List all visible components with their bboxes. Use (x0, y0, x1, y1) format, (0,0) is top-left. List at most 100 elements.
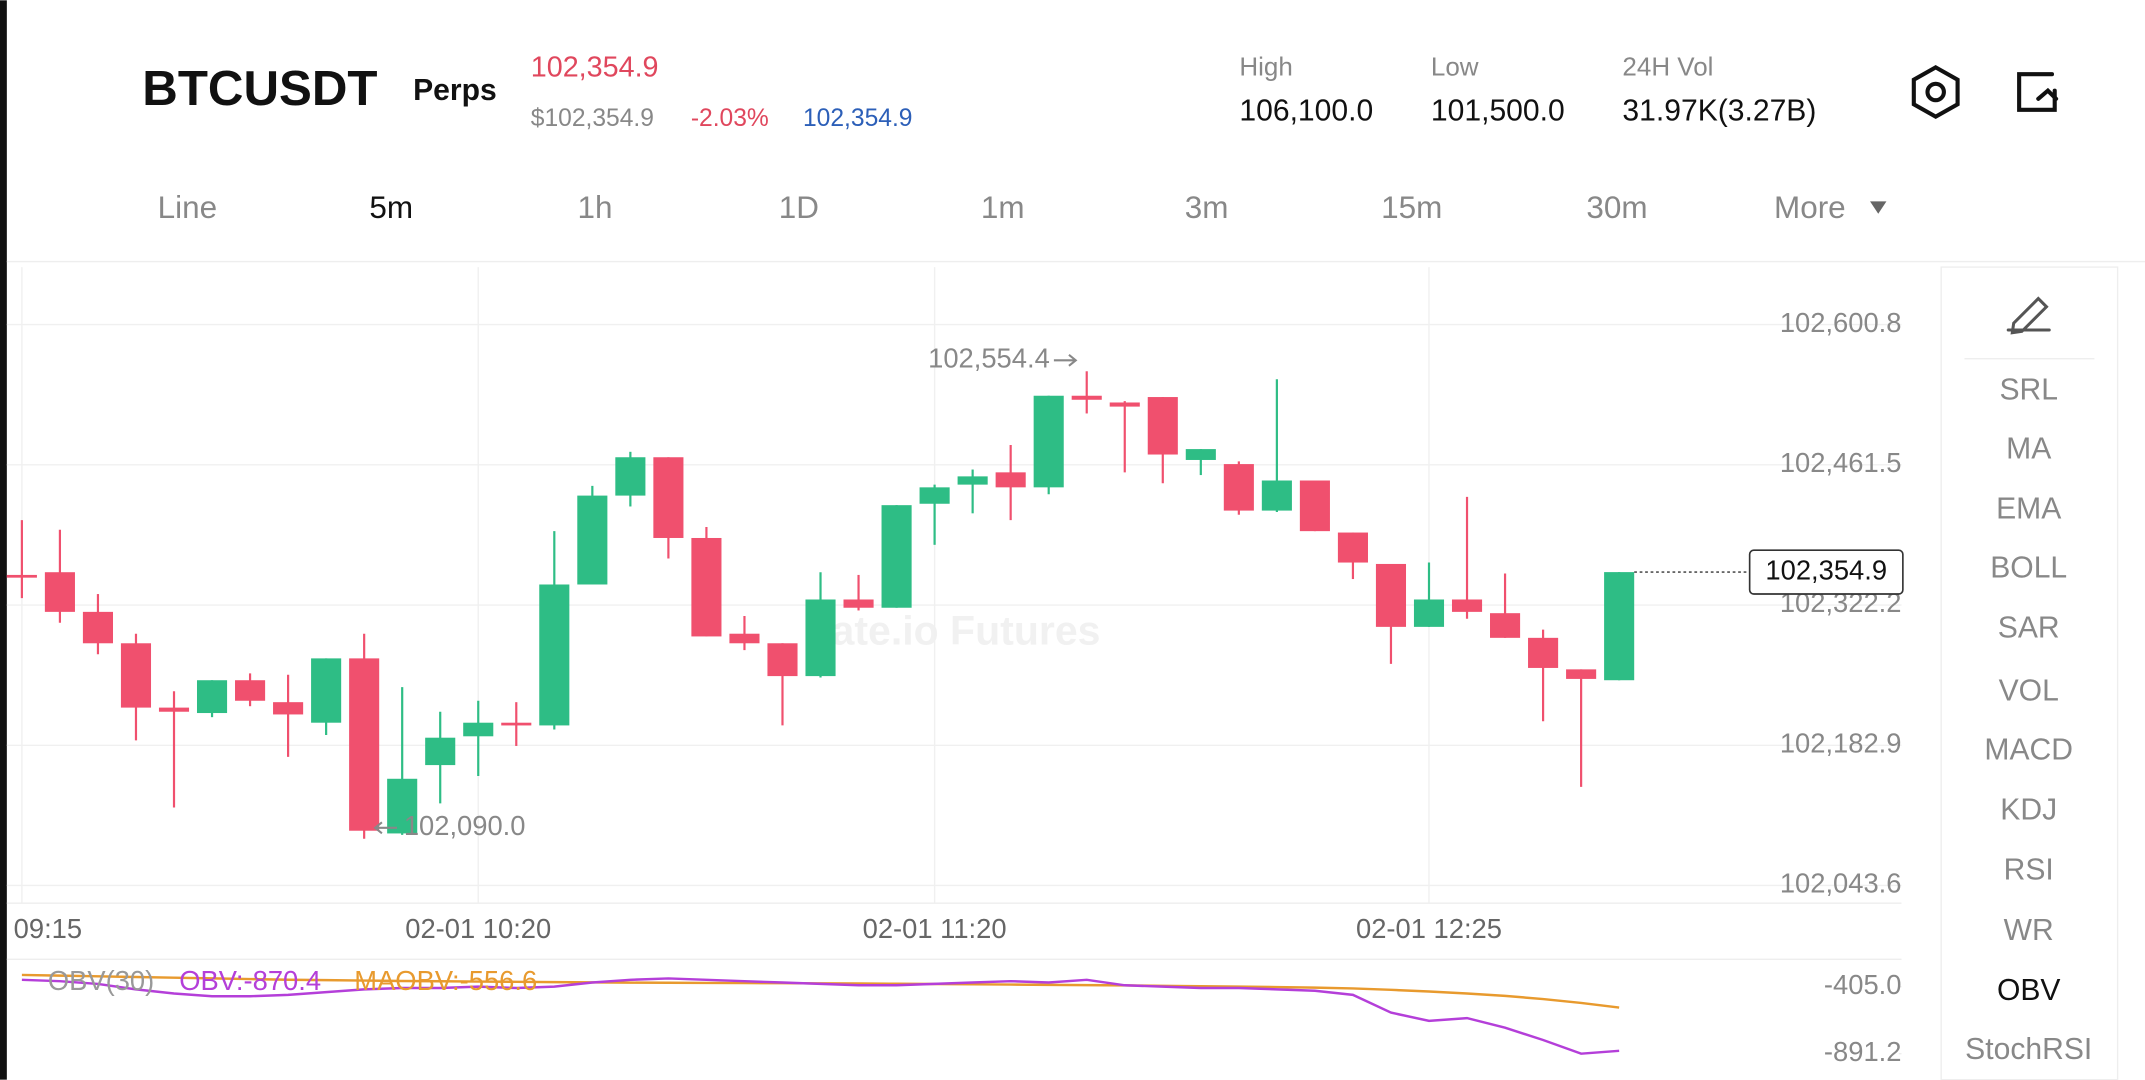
draw-tool-icon[interactable] (2006, 296, 2051, 335)
candle-body (843, 599, 874, 608)
candle-body (387, 778, 418, 834)
candle-body (6, 574, 37, 578)
indicator-option[interactable]: KDJ (2000, 793, 2057, 826)
dropdown-caret (1870, 201, 1887, 214)
last-price: 102,354.9 (531, 51, 659, 83)
indicator-option[interactable]: SRL (1999, 374, 2058, 407)
min-label: 102,090.0 (404, 810, 526, 841)
candle-body (615, 457, 646, 496)
candle-body (1071, 395, 1102, 400)
candle-body (1566, 669, 1597, 679)
y-tick-label: 102,461.5 (1780, 447, 1902, 478)
indicator-title: OBV(30) (48, 965, 154, 996)
price-change: -2.03% (691, 105, 769, 132)
legend-entry: OBV:-870.4 (179, 965, 321, 996)
indicator-option[interactable]: VOL (1999, 674, 2059, 707)
series-line (21, 977, 1620, 1055)
candle-body (82, 611, 113, 644)
min-arrow (373, 821, 397, 835)
indicator-list: SRL MA EMA BOLL SAR VOL MACD KDJ RSI WR OBV StochRS… (1965, 374, 2092, 1066)
candle-body (995, 472, 1026, 488)
candle-body (1337, 532, 1368, 563)
max-label: 102,554.4 (928, 343, 1050, 374)
timeframe-tab[interactable]: 1h (578, 190, 613, 225)
indicator-option[interactable]: RSI (2004, 854, 2054, 887)
candle-body (729, 633, 760, 644)
indicator-option[interactable]: MACD (1984, 733, 2073, 766)
candle-body (653, 457, 684, 538)
indicator-option[interactable]: EMA (1996, 493, 2061, 526)
last-price-box (1748, 549, 1904, 595)
candle-body (463, 722, 494, 737)
x-tick-label: 09:15 (14, 913, 82, 944)
candle-body (235, 680, 266, 701)
candle-body (311, 658, 342, 723)
candle-body (957, 476, 988, 485)
indicator-option[interactable]: MA (2006, 432, 2051, 465)
candle-body (539, 584, 570, 726)
candle-body (1375, 563, 1407, 627)
legend-entry: MAOBV:-556.6 (354, 965, 537, 996)
timeframe-tab[interactable]: More (1774, 190, 1846, 225)
candle-body (1147, 397, 1178, 455)
timeframe-tab[interactable]: 30m (1586, 190, 1647, 225)
candle-body (691, 537, 722, 637)
timeframe-tab[interactable]: Line (158, 190, 217, 225)
indicator-panel (1940, 266, 2119, 1080)
y-tick-label: 102,600.8 (1780, 307, 1902, 338)
timeframe-tab[interactable]: 1m (981, 190, 1025, 225)
candle-body (1261, 480, 1292, 511)
candle-body (577, 495, 608, 585)
indicator-option[interactable]: OBV (1997, 974, 2061, 1007)
symbol[interactable]: BTCUSDT (142, 61, 377, 116)
switch-icon[interactable] (2017, 72, 2059, 112)
candle-body (158, 707, 190, 712)
candle-body (1185, 449, 1216, 460)
x-tick-label: 02-01 12:25 (1356, 913, 1502, 944)
candle-body (1528, 637, 1559, 668)
watermark: gate.io Futures (806, 608, 1100, 654)
y-tick-label: 102,182.9 (1780, 727, 1902, 758)
timeframe-tab[interactable]: 3m (1185, 190, 1229, 225)
candle-body (881, 505, 912, 608)
y-tick-label: -891.2 (1824, 1036, 1902, 1067)
last-price-label: 102,354.9 (1765, 554, 1887, 585)
candle-body (501, 722, 532, 726)
settings-icon[interactable] (1911, 65, 1960, 119)
candle-body (44, 572, 75, 612)
stat-value: 101,500.0 (1431, 94, 1565, 127)
indicator-option[interactable]: SAR (1998, 612, 2060, 645)
index-price: 102,354.9 (803, 105, 912, 132)
stat-label: Low (1431, 52, 1479, 82)
candle-body (349, 658, 380, 831)
indicator-option[interactable]: WR (2004, 914, 2054, 947)
timeframe-tab[interactable]: 5m (369, 190, 413, 225)
x-tick-label: 02-01 11:20 (863, 913, 1007, 944)
timeframe-tabs: Line 5m 1h 1D 1m 3m 15m 30m More (158, 190, 1887, 225)
mark-price: $102,354.9 (531, 105, 654, 132)
timeframe-tab[interactable]: 15m (1381, 190, 1442, 225)
stat-value: 106,100.0 (1239, 94, 1373, 127)
contract-type: Perps (413, 74, 497, 107)
stat-label: 24H Vol (1622, 52, 1713, 82)
candle-body (1451, 599, 1483, 612)
candle-body (1413, 599, 1445, 627)
y-tick-label: 102,043.6 (1780, 868, 1902, 899)
candle-body (1033, 395, 1064, 488)
max-arrow (1053, 354, 1078, 367)
timeframe-tab[interactable]: 1D (779, 190, 819, 225)
candle-body (425, 737, 456, 766)
y-tick-label: -405.0 (1824, 969, 1902, 1000)
candle-body (1604, 572, 1635, 681)
x-tick-label: 02-01 10:20 (405, 913, 551, 944)
stat-label: High (1239, 52, 1292, 82)
candle-body (1223, 464, 1254, 511)
indicator-option[interactable]: BOLL (1990, 551, 2067, 584)
candle-body (273, 702, 304, 715)
candle-body (196, 680, 228, 714)
stat-value: 31.97K(3.27B) (1622, 94, 1816, 127)
candle-body (767, 643, 798, 677)
candle-body (919, 487, 950, 504)
indicator-option[interactable]: StochRSI (1965, 1033, 2092, 1066)
